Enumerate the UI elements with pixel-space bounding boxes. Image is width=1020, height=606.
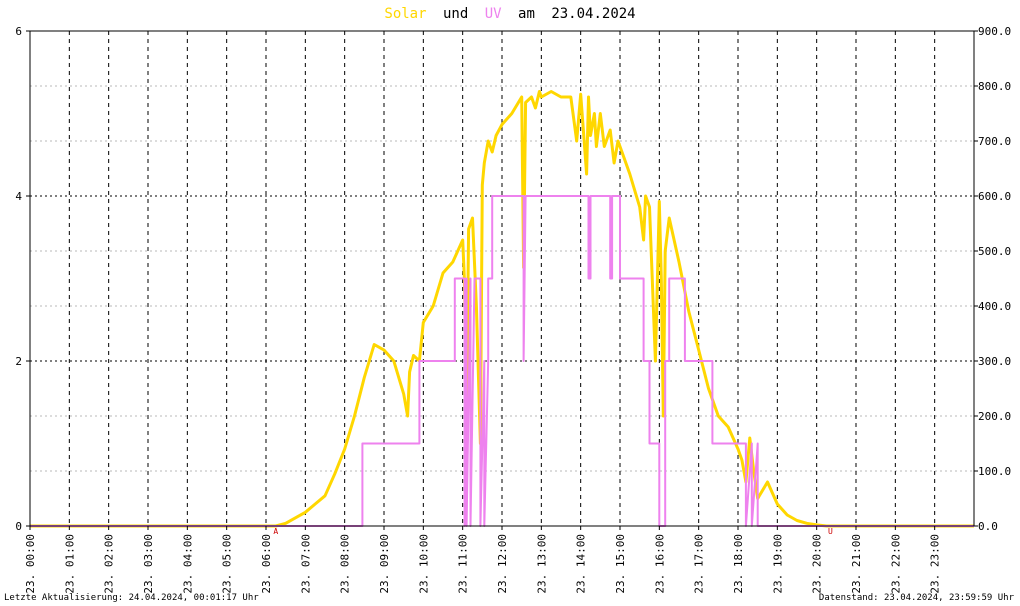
y-left-tick-label-0: 0 — [15, 520, 22, 533]
y-right-tick-label-5: 500.0 — [978, 245, 1011, 258]
chart-title: Solar und UV am 23.04.2024 — [384, 6, 635, 22]
y-right-tick-label-2: 200.0 — [978, 410, 1011, 423]
y-right-tick-label-4: 400.0 — [978, 300, 1011, 313]
x-tick-label-22: 23. 22:00 — [889, 534, 902, 594]
title-und: und — [443, 6, 468, 22]
plot-lines — [30, 90, 974, 528]
x-tick-label-1: 23. 01:00 — [63, 534, 76, 594]
x-tick-label-9: 23. 09:00 — [378, 534, 391, 594]
axes — [26, 30, 978, 530]
y-left-tick-label-3: 6 — [15, 25, 22, 38]
x-tick-label-20: 23. 20:00 — [811, 534, 824, 594]
series-uv-line — [30, 195, 974, 527]
x-tick-label-2: 23. 02:00 — [103, 534, 116, 594]
y-right-tick-label-6: 600.0 — [978, 190, 1011, 203]
tick-labels: A U 0 2 4 6 0.0 100.0 200.0 300.0 400.0 500.0 600.0 7… — [15, 25, 1011, 594]
x-tick-label-18: 23. 18:00 — [732, 534, 745, 594]
footer-data-status: Datenstand: 23.04.2024, 23:59:59 Uhr — [818, 593, 1014, 603]
y-left-tick-label-2: 4 — [15, 190, 22, 203]
x-tick-label-6: 23. 06:00 — [260, 534, 273, 594]
title-solar: Solar — [384, 6, 426, 22]
x-tick-label-14: 23. 14:00 — [575, 534, 588, 594]
y-right-tick-label-9: 900.0 — [978, 25, 1011, 38]
x-tick-label-21: 23. 21:00 — [850, 534, 863, 594]
x-tick-label-16: 23. 16:00 — [653, 534, 666, 594]
y-right-tick-label-1: 100.0 — [978, 465, 1011, 478]
y-right-tick-label-3: 300.0 — [978, 355, 1011, 368]
series-solar-line — [30, 90, 974, 528]
marker-label-1: U — [828, 527, 833, 536]
x-tick-label-15: 23. 15:00 — [614, 534, 627, 594]
x-tick-label-0: 23. 00:00 — [24, 534, 37, 594]
x-tick-label-11: 23. 11:00 — [457, 534, 470, 594]
x-tick-label-23: 23. 23:00 — [929, 534, 942, 594]
x-tick-label-19: 23. 19:00 — [771, 534, 784, 594]
x-tick-label-4: 23. 04:00 — [181, 534, 194, 594]
grid — [30, 31, 974, 526]
footer-last-update: Letzte Aktualisierung: 24.04.2024, 00:01… — [4, 593, 259, 603]
marker-label-0: A — [273, 527, 278, 536]
x-tick-label-17: 23. 17:00 — [693, 534, 706, 594]
x-tick-label-12: 23. 12:00 — [496, 534, 509, 594]
x-tick-label-13: 23. 13:00 — [535, 534, 548, 594]
x-tick-label-8: 23. 08:00 — [339, 534, 352, 594]
y-right-tick-label-7: 700.0 — [978, 135, 1011, 148]
x-tick-label-10: 23. 10:00 — [417, 534, 430, 594]
x-tick-label-5: 23. 05:00 — [221, 534, 234, 594]
y-left-tick-label-1: 2 — [15, 355, 22, 368]
title-uv: UV — [485, 6, 502, 22]
y-right-tick-label-8: 800.0 — [978, 80, 1011, 93]
y-right-tick-label-0: 0.0 — [978, 520, 998, 533]
title-am: am — [518, 6, 535, 22]
title-date: 23.04.2024 — [551, 6, 635, 22]
x-tick-label-3: 23. 03:00 — [142, 534, 155, 594]
x-tick-label-7: 23. 07:00 — [299, 534, 312, 594]
